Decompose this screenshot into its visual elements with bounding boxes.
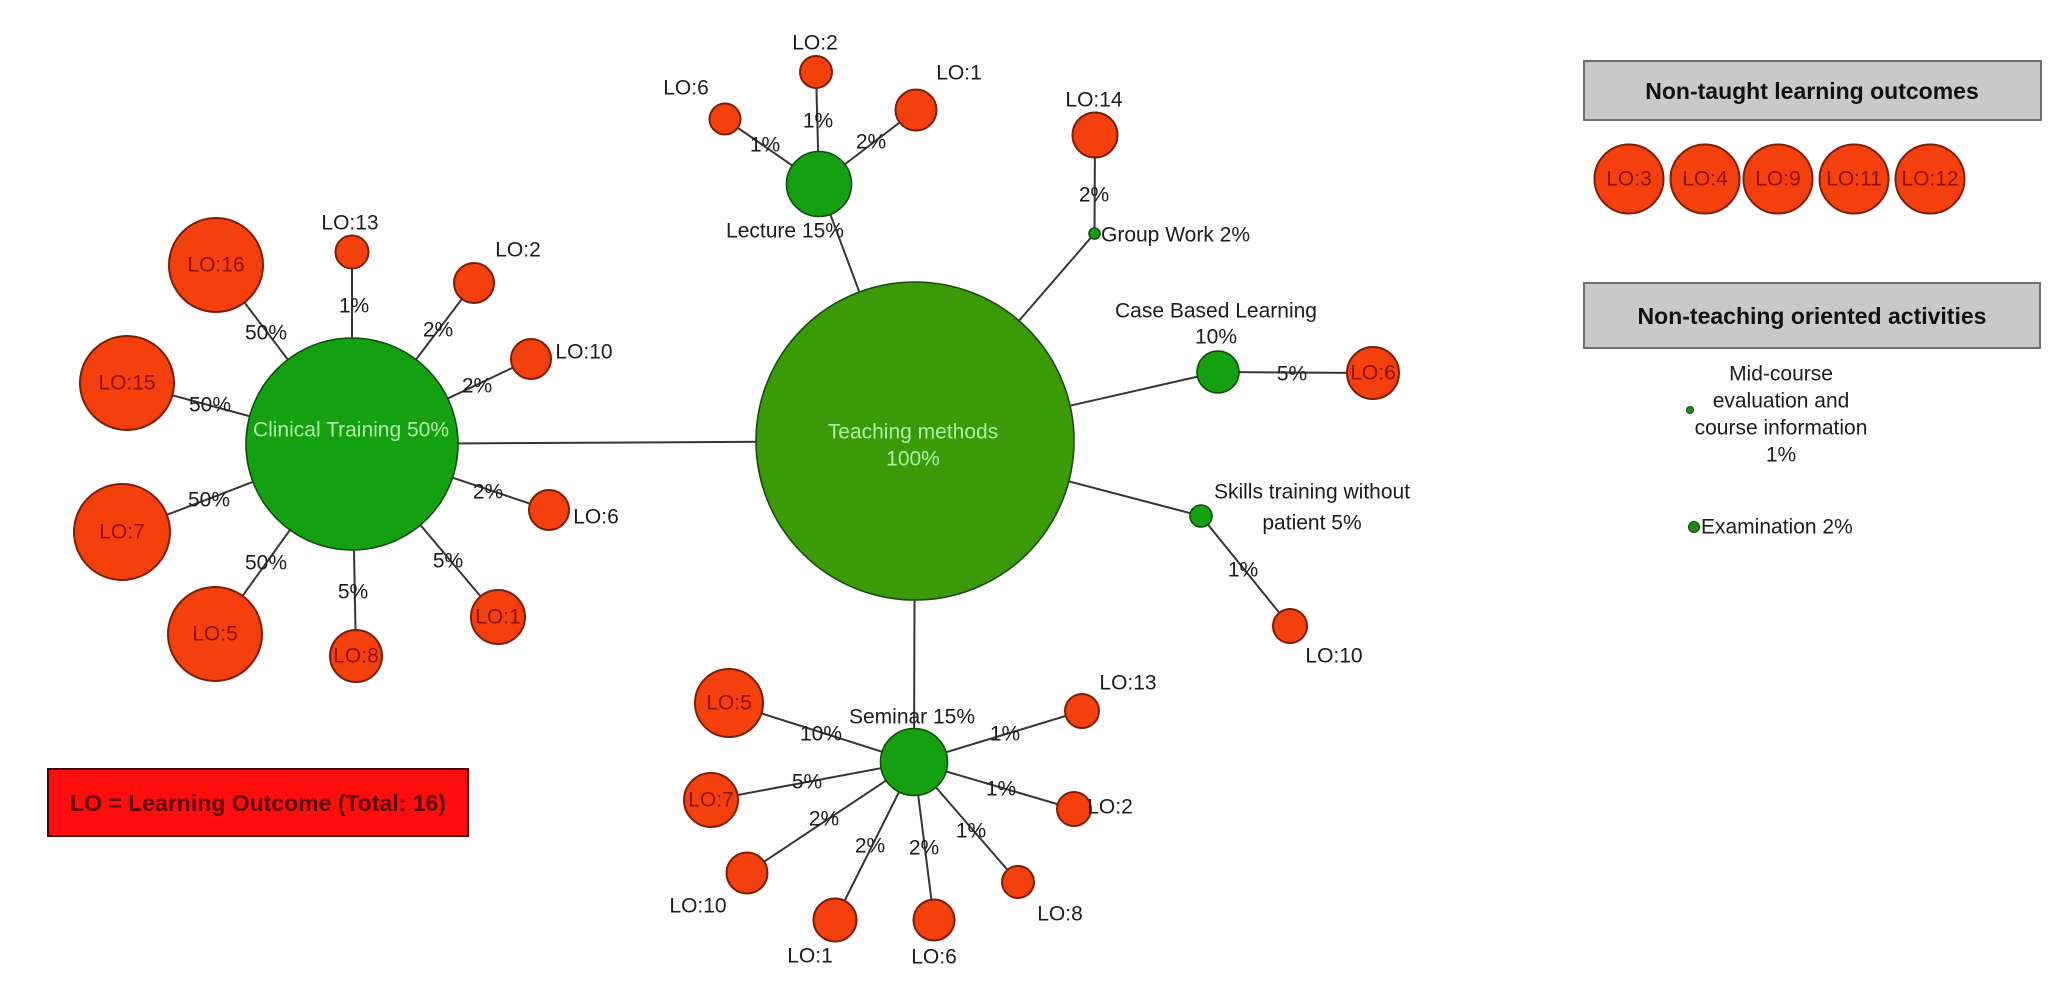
svg-text:5%: 5% (433, 550, 463, 573)
svg-text:LO:2: LO:2 (792, 32, 838, 55)
svg-text:2%: 2% (462, 375, 492, 398)
svg-text:LO:7: LO:7 (688, 789, 734, 812)
svg-text:LO:1: LO:1 (787, 945, 833, 968)
svg-text:LO:10: LO:10 (555, 341, 612, 364)
svg-text:evaluation and: evaluation and (1713, 390, 1850, 413)
svg-text:LO:2: LO:2 (1087, 796, 1133, 819)
svg-text:Seminar 15%: Seminar 15% (849, 706, 975, 729)
svg-text:LO:10: LO:10 (669, 895, 726, 918)
svg-text:LO:2: LO:2 (495, 239, 541, 262)
svg-text:50%: 50% (245, 552, 287, 575)
svg-text:1%: 1% (750, 134, 780, 157)
svg-text:Lecture 15%: Lecture 15% (726, 220, 844, 243)
svg-text:50%: 50% (189, 394, 231, 417)
svg-text:LO:6: LO:6 (573, 506, 619, 529)
svg-text:LO:12: LO:12 (1901, 168, 1958, 191)
svg-text:LO:5: LO:5 (192, 623, 238, 646)
svg-text:patient 5%: patient 5% (1262, 512, 1361, 535)
svg-text:100%: 100% (886, 448, 940, 471)
svg-text:LO:14: LO:14 (1065, 89, 1123, 112)
svg-text:1%: 1% (986, 778, 1016, 801)
svg-text:1%: 1% (990, 723, 1020, 746)
svg-text:LO:7: LO:7 (99, 521, 145, 544)
svg-text:LO:16: LO:16 (187, 254, 244, 277)
svg-text:Skills training without: Skills training without (1214, 481, 1410, 504)
svg-text:Non-taught learning outcomes: Non-taught learning outcomes (1645, 78, 1979, 104)
svg-text:LO:9: LO:9 (1755, 168, 1801, 191)
svg-text:2%: 2% (809, 808, 839, 831)
svg-text:1%: 1% (1766, 444, 1796, 467)
svg-text:LO:8: LO:8 (1037, 903, 1083, 926)
svg-text:5%: 5% (1277, 363, 1307, 386)
svg-text:2%: 2% (909, 837, 939, 860)
svg-text:LO:1: LO:1 (936, 62, 982, 85)
svg-text:LO:11: LO:11 (1826, 168, 1882, 191)
svg-text:50%: 50% (245, 322, 287, 345)
svg-text:2%: 2% (855, 835, 885, 858)
svg-text:LO:10: LO:10 (1305, 645, 1362, 668)
svg-text:Mid-course: Mid-course (1729, 363, 1833, 386)
svg-text:LO:15: LO:15 (98, 372, 155, 395)
svg-text:LO:4: LO:4 (1682, 168, 1728, 191)
svg-text:5%: 5% (338, 581, 368, 604)
svg-text:LO:13: LO:13 (1099, 672, 1156, 695)
svg-text:2%: 2% (1079, 184, 1109, 207)
svg-text:LO:3: LO:3 (1606, 168, 1652, 191)
svg-text:10%: 10% (1195, 326, 1237, 349)
svg-text:1%: 1% (1228, 559, 1258, 582)
svg-text:Non-teaching oriented activiti: Non-teaching oriented activities (1638, 303, 1987, 329)
svg-text:Group Work 2%: Group Work 2% (1101, 224, 1250, 247)
svg-text:LO:6: LO:6 (1350, 362, 1396, 385)
svg-text:2%: 2% (473, 481, 503, 504)
svg-text:2%: 2% (856, 131, 886, 154)
svg-text:LO = Learning Outcome (Total:: LO = Learning Outcome (Total: 16) (70, 790, 446, 816)
svg-text:2%: 2% (423, 319, 453, 342)
svg-text:1%: 1% (956, 820, 986, 843)
svg-text:LO:1: LO:1 (475, 606, 521, 629)
svg-text:Examination 2%: Examination 2% (1701, 516, 1853, 539)
svg-text:10%: 10% (800, 723, 842, 746)
svg-text:LO:5: LO:5 (706, 692, 752, 715)
svg-text:LO:6: LO:6 (911, 946, 957, 969)
svg-text:50%: 50% (188, 489, 230, 512)
svg-text:Case Based Learning: Case Based Learning (1115, 300, 1317, 323)
svg-text:course information: course information (1695, 417, 1868, 440)
svg-text:5%: 5% (792, 771, 822, 794)
svg-text:1%: 1% (339, 295, 369, 318)
svg-text:LO:6: LO:6 (663, 77, 709, 100)
svg-text:1%: 1% (803, 110, 833, 133)
svg-text:LO:8: LO:8 (333, 645, 379, 668)
svg-text:Teaching methods: Teaching methods (828, 421, 998, 444)
svg-text:LO:13: LO:13 (321, 212, 378, 235)
svg-text:Clinical Training 50%: Clinical Training 50% (253, 419, 449, 442)
